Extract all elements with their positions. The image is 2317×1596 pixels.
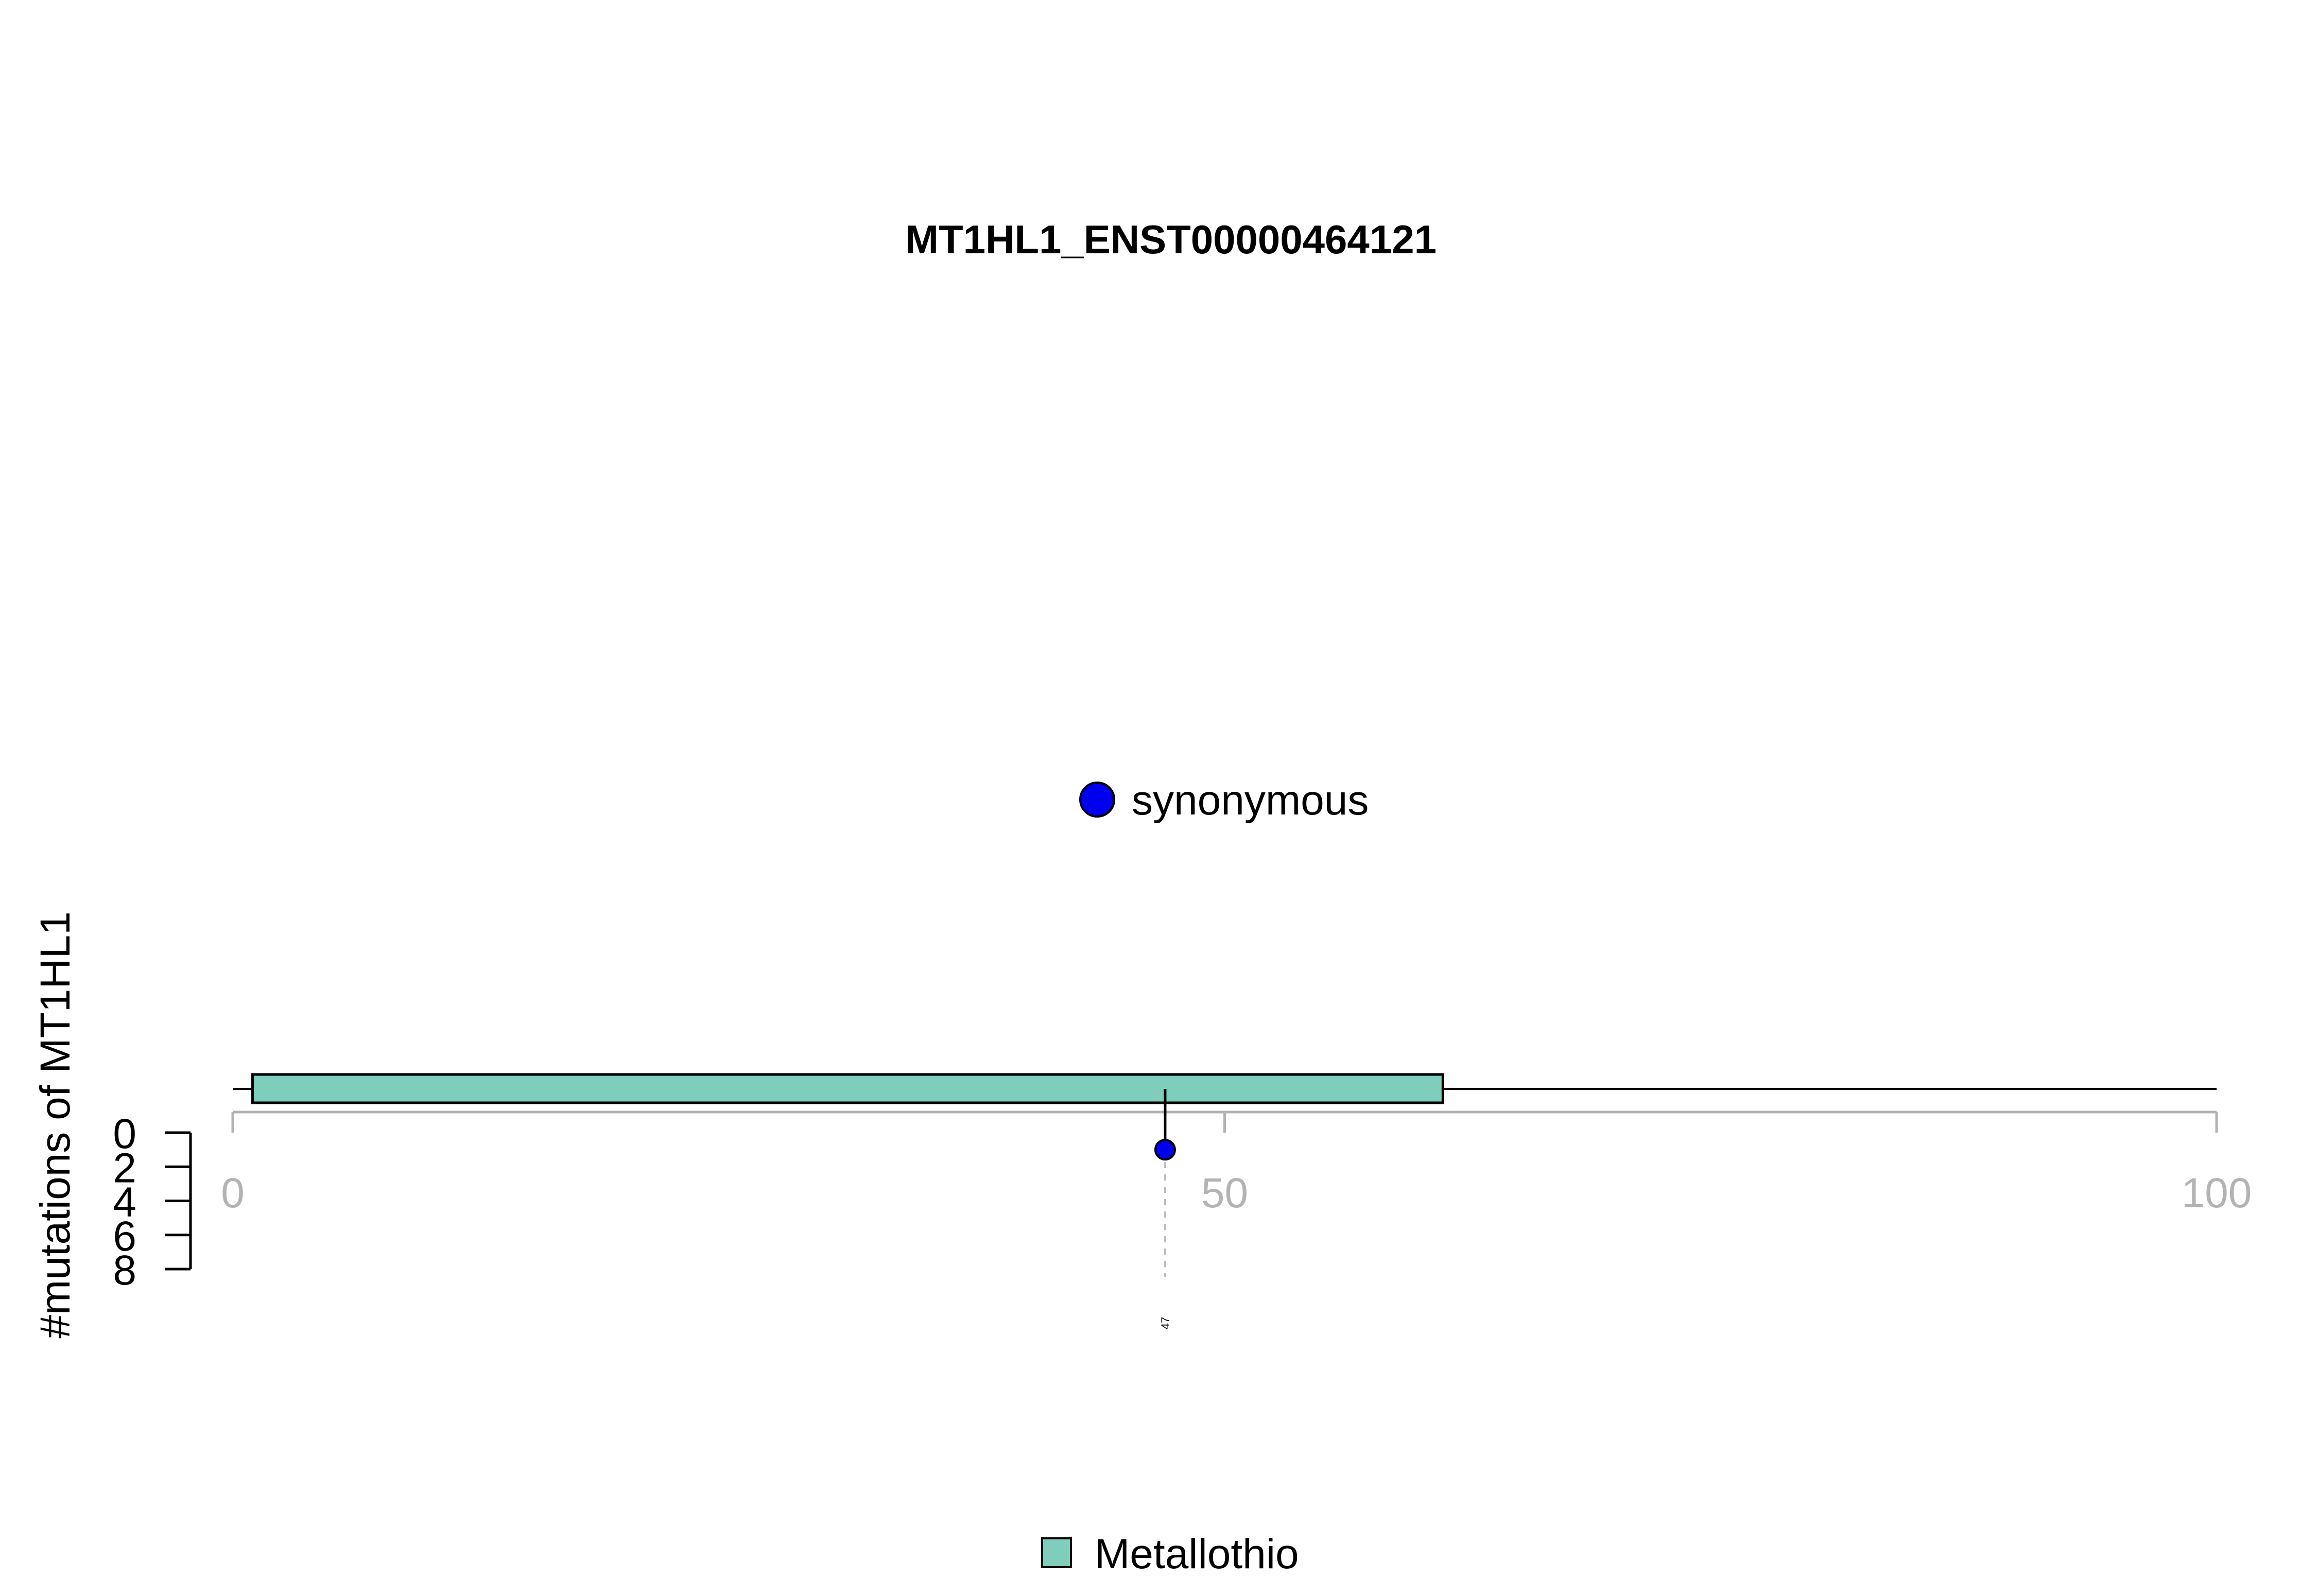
y-tick-label-0: 0 [113, 1111, 136, 1157]
mutation-layer: 47 [1154, 1089, 1176, 1329]
mutation-type-legend: synonymous [1079, 777, 1369, 824]
y-axis-label: #mutations of MT1HL1 [32, 911, 79, 1339]
y-tick-label-8: 8 [113, 1247, 136, 1294]
mutation-head-47 [1154, 1139, 1176, 1161]
x-axis: 0 50 100 [221, 1111, 2252, 1217]
y-tick-label-6: 6 [113, 1213, 136, 1260]
legend-marker-synonymous [1079, 782, 1115, 818]
legend-label-Metallothio: Metallothio [1095, 1531, 1299, 1577]
x-tick-label-100: 100 [2182, 1170, 2252, 1217]
legend-label-synonymous: synonymous [1132, 777, 1369, 824]
x-tick-label-50: 50 [1201, 1170, 1248, 1217]
y-tick-label-4: 4 [113, 1179, 136, 1226]
x-tick-label-0: 0 [221, 1170, 245, 1217]
domain-Metallothio [251, 1073, 1444, 1104]
y-tick-label-2: 2 [113, 1144, 136, 1191]
domain-layer [251, 1073, 1444, 1104]
chart-title: MT1HL1_ENST00000464121 [905, 217, 1437, 262]
legend-swatch-Metallothio [1041, 1537, 1072, 1568]
mutation-label-47: 47 [1159, 1317, 1172, 1329]
domain-legend: Metallothio [1041, 1531, 1299, 1577]
